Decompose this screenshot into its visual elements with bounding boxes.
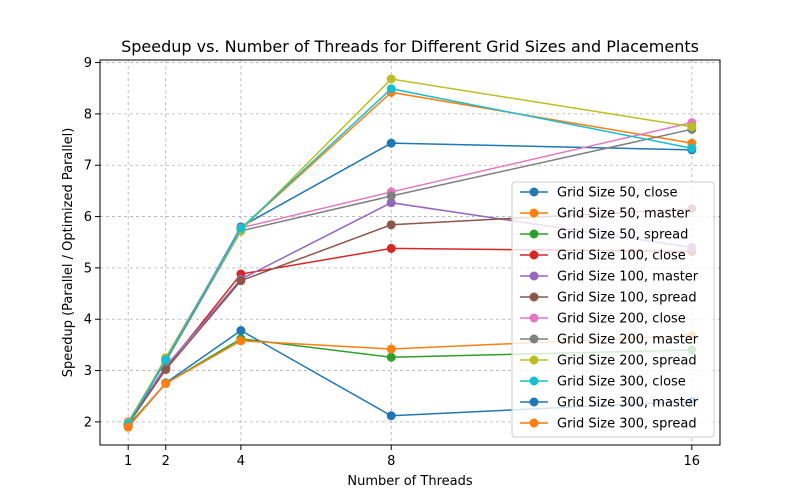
legend-label: Grid Size 100, master xyxy=(557,270,699,285)
legend-marker xyxy=(529,229,539,239)
data-point xyxy=(386,74,396,84)
data-point xyxy=(161,365,171,375)
data-point xyxy=(386,191,396,201)
data-point xyxy=(236,326,246,336)
data-point xyxy=(386,411,396,421)
legend-box xyxy=(511,181,715,438)
data-point xyxy=(687,143,697,153)
data-point xyxy=(386,138,396,148)
legend-marker xyxy=(529,376,539,386)
legend-label: Grid Size 300, close xyxy=(557,375,686,390)
axis-ticks: 1 2 4 8 16 2 3 4 5 6 7 8 9 xyxy=(84,56,700,469)
legend-item: Grid Size 300, master xyxy=(520,396,699,411)
legend-item: Grid Size 300, close xyxy=(520,375,686,390)
legend-item: Grid Size 100, master xyxy=(520,270,699,285)
legend-label: Grid Size 300, master xyxy=(557,396,699,411)
legend-item: Grid Size 200, master xyxy=(520,333,699,348)
legend-marker xyxy=(529,271,539,281)
legend-label: Grid Size 200, close xyxy=(557,312,686,327)
legend-marker xyxy=(529,250,539,260)
x-tick-label: 2 xyxy=(162,454,170,469)
data-point xyxy=(386,198,396,208)
y-tick-label: 3 xyxy=(84,364,92,379)
data-point xyxy=(386,344,396,354)
legend-label: Grid Size 200, master xyxy=(557,333,699,348)
data-point xyxy=(123,422,133,432)
data-point xyxy=(236,223,246,233)
legend-item: Grid Size 50, master xyxy=(520,207,691,222)
y-tick-label: 8 xyxy=(84,107,92,122)
data-point xyxy=(161,378,171,388)
data-point xyxy=(236,336,246,346)
y-tick-label: 4 xyxy=(84,313,92,328)
data-point xyxy=(161,355,171,365)
chart-title: Speedup vs. Number of Threads for Differ… xyxy=(121,37,699,56)
data-point xyxy=(386,352,396,362)
legend-label: Grid Size 50, close xyxy=(557,186,678,201)
legend-item: Grid Size 200, close xyxy=(520,312,686,327)
y-tick-label: 5 xyxy=(84,261,92,276)
legend-marker xyxy=(529,418,539,428)
legend-marker xyxy=(529,334,539,344)
legend-label: Grid Size 50, master xyxy=(557,207,691,222)
plot-area-frame xyxy=(99,59,721,446)
data-point xyxy=(386,220,396,230)
legend-item: Grid Size 50, close xyxy=(520,186,678,201)
y-tick-label: 6 xyxy=(84,210,92,225)
legend-item: Grid Size 300, spread xyxy=(520,417,697,432)
legend-label: Grid Size 200, spread xyxy=(557,354,697,369)
legend-marker xyxy=(529,187,539,197)
legend-item: Grid Size 50, spread xyxy=(520,228,688,243)
x-tick-label: 8 xyxy=(387,454,395,469)
legend-label: Grid Size 50, spread xyxy=(557,228,688,243)
y-axis-label: Speedup (Parallel / Optimized Parallel) xyxy=(61,128,76,378)
legend-marker xyxy=(529,208,539,218)
x-tick-label: 4 xyxy=(237,454,245,469)
legend-marker xyxy=(529,397,539,407)
legend-marker xyxy=(529,355,539,365)
x-axis-label: Number of Threads xyxy=(347,474,472,489)
legend-label: Grid Size 100, close xyxy=(557,249,686,264)
legend-label: Grid Size 100, spread xyxy=(557,291,697,306)
legend-label: Grid Size 300, spread xyxy=(557,417,697,432)
y-tick-label: 7 xyxy=(84,159,92,174)
x-tick-label: 1 xyxy=(124,454,132,469)
data-point xyxy=(687,122,697,132)
legend-item: Grid Size 100, close xyxy=(520,249,686,264)
y-tick-label: 2 xyxy=(84,415,92,430)
legend-marker xyxy=(529,292,539,302)
x-tick-label: 16 xyxy=(684,454,701,469)
legend-marker xyxy=(529,313,539,323)
legend: Grid Size 50, close Grid Size 50, master G… xyxy=(511,181,715,438)
data-point xyxy=(236,276,246,286)
data-point xyxy=(386,243,396,253)
legend-item: Grid Size 100, spread xyxy=(520,291,697,306)
y-tick-label: 9 xyxy=(84,56,92,71)
legend-item: Grid Size 200, spread xyxy=(520,354,697,369)
data-point xyxy=(386,84,396,94)
